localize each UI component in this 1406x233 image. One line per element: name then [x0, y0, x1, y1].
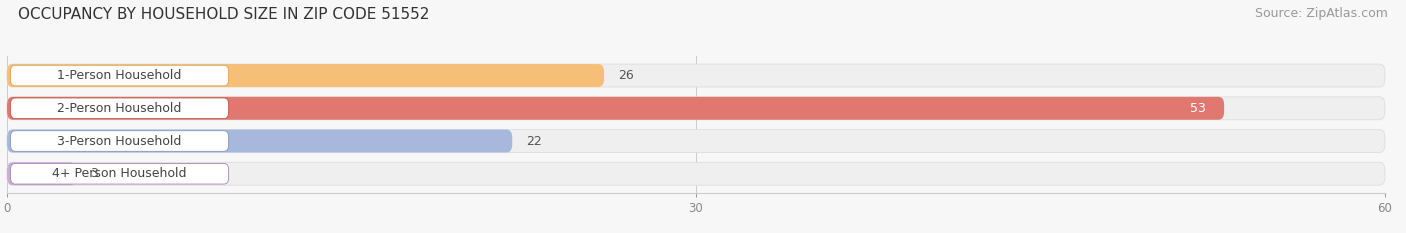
Text: 3-Person Household: 3-Person Household [58, 134, 181, 147]
FancyBboxPatch shape [10, 65, 229, 86]
Text: OCCUPANCY BY HOUSEHOLD SIZE IN ZIP CODE 51552: OCCUPANCY BY HOUSEHOLD SIZE IN ZIP CODE … [18, 7, 430, 22]
FancyBboxPatch shape [7, 64, 1385, 87]
Text: 2-Person Household: 2-Person Household [58, 102, 181, 115]
FancyBboxPatch shape [7, 64, 605, 87]
FancyBboxPatch shape [7, 130, 512, 152]
FancyBboxPatch shape [7, 162, 1385, 185]
Text: 1-Person Household: 1-Person Household [58, 69, 181, 82]
FancyBboxPatch shape [7, 97, 1225, 120]
Text: Source: ZipAtlas.com: Source: ZipAtlas.com [1254, 7, 1388, 20]
FancyBboxPatch shape [7, 97, 1385, 120]
FancyBboxPatch shape [10, 131, 229, 151]
Text: 26: 26 [617, 69, 634, 82]
Text: 4+ Person Household: 4+ Person Household [52, 167, 187, 180]
Text: 3: 3 [90, 167, 97, 180]
FancyBboxPatch shape [7, 162, 76, 185]
FancyBboxPatch shape [10, 98, 229, 119]
FancyBboxPatch shape [10, 163, 229, 184]
Text: 53: 53 [1189, 102, 1206, 115]
Text: 22: 22 [526, 134, 541, 147]
FancyBboxPatch shape [7, 130, 1385, 152]
